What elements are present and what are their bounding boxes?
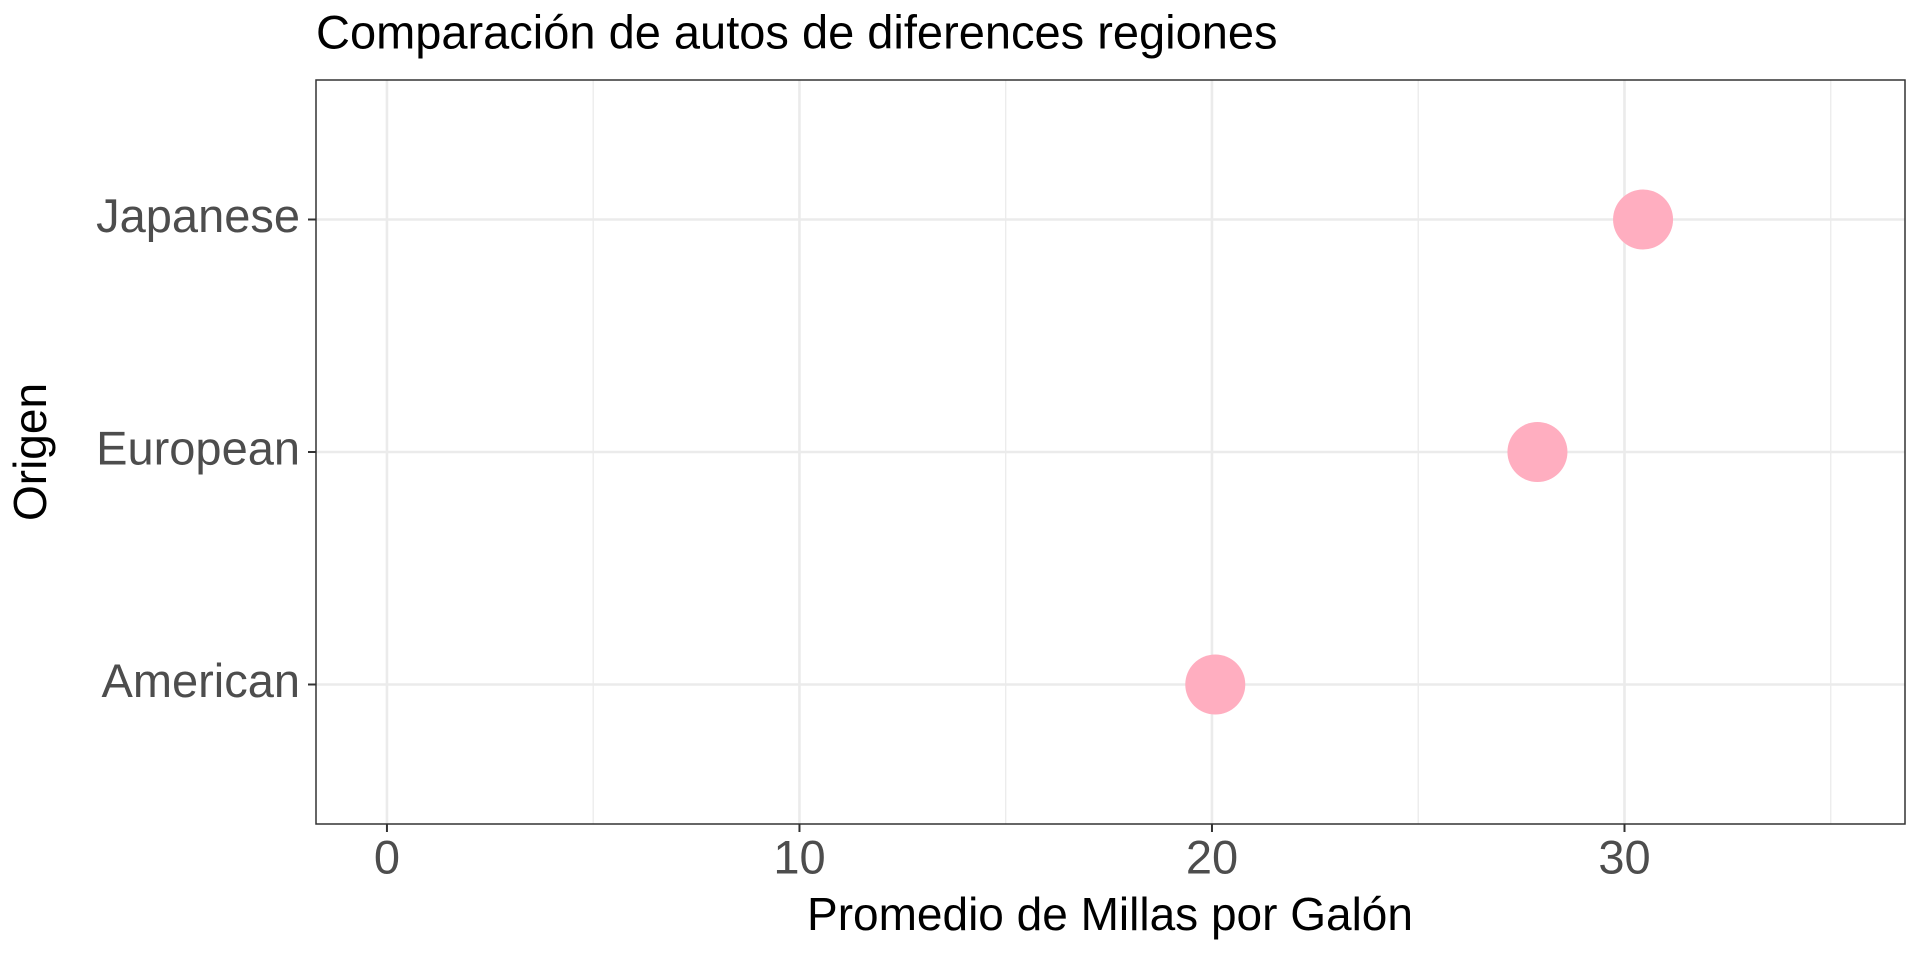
x-tick-label: 0: [374, 830, 400, 883]
point: [1613, 189, 1674, 250]
x-tick-label: 10: [773, 830, 825, 883]
chart-title: Comparación de autos de diferences regio…: [316, 5, 1277, 58]
y-tick-label: European: [96, 421, 300, 474]
point: [1185, 654, 1246, 715]
y-tick-label: Japanese: [96, 189, 300, 242]
x-tick-label: 20: [1186, 830, 1238, 883]
panel-border: [315, 79, 1906, 825]
x-axis-title: Promedio de Millas por Galón: [807, 888, 1413, 940]
y-tick-label: American: [101, 654, 300, 707]
x-tick-label: 30: [1598, 830, 1650, 883]
point: [1507, 422, 1568, 482]
y-axis-title: Origen: [4, 383, 56, 521]
